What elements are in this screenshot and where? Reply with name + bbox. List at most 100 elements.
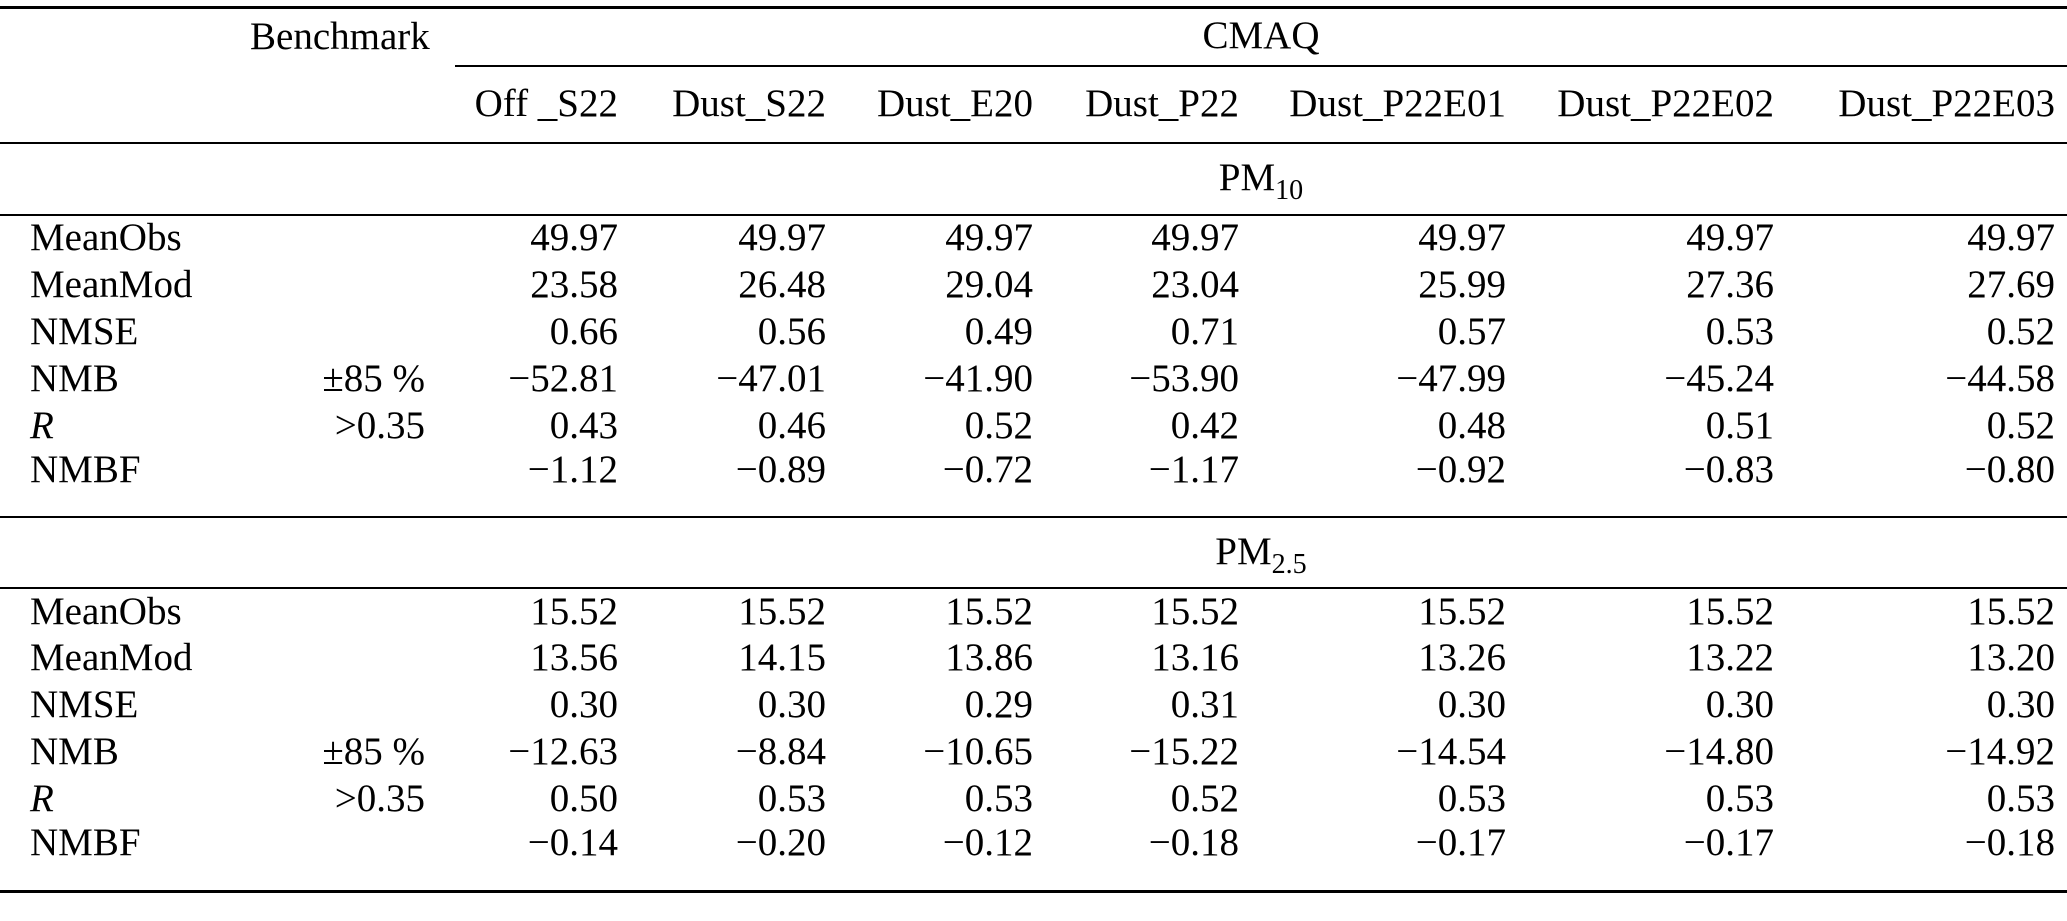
metric-label: NMSE — [30, 309, 139, 353]
benchmark-column-header: Benchmark — [250, 14, 430, 58]
metric-value: 0.42 — [1170, 403, 1239, 447]
metric-value: 0.43 — [549, 403, 618, 447]
benchmark-value: ±85 % — [322, 356, 425, 400]
metric-value: 0.53 — [1437, 777, 1506, 821]
metric-value: −1.12 — [527, 447, 618, 491]
metric-label: R — [30, 403, 54, 447]
metric-value: 49.97 — [738, 216, 826, 260]
metric-row: NMB ±85 % −12.63 −8.84 −10.65 −15.22 −14.54 −… — [0, 729, 2067, 776]
metric-row: NMSE 0.30 0.30 0.29 0.31 0.30 0.30 0.30 — [0, 682, 2067, 729]
metric-value: 0.29 — [964, 683, 1033, 727]
pollutant-section-cell: PM10 — [455, 142, 2067, 216]
metric-value: 49.97 — [530, 216, 618, 260]
metric-value: −0.80 — [1964, 447, 2055, 491]
metric-label: MeanObs — [30, 216, 182, 260]
pollutant-section-spacer — [0, 142, 455, 216]
metric-value: −8.84 — [735, 730, 826, 774]
metric-value: 13.86 — [945, 636, 1033, 680]
metric-column-spacer — [0, 8, 250, 66]
metric-value: −0.83 — [1683, 447, 1774, 491]
metric-value: 0.66 — [549, 309, 618, 353]
metric-value: 26.48 — [738, 262, 826, 306]
metric-row: R >0.35 0.50 0.53 0.53 0.52 0.53 0.53 0.53 — [0, 776, 2067, 823]
metric-value: 49.97 — [1967, 216, 2055, 260]
metric-value: 15.52 — [530, 589, 618, 633]
metric-value: 13.56 — [530, 636, 618, 680]
benchmark-value: >0.35 — [334, 403, 425, 447]
metric-row: NMSE 0.66 0.56 0.49 0.71 0.57 0.53 0.52 — [0, 309, 2067, 356]
metric-value: −52.81 — [508, 356, 618, 400]
benchmark-value: >0.35 — [334, 777, 425, 821]
metric-row: NMBF −0.14 −0.20 −0.12 −0.18 −0.17 −0.17 −0.18 — [0, 821, 2067, 891]
metric-value: 0.46 — [757, 403, 826, 447]
pollutant-title: PM2.5 — [1215, 530, 1307, 581]
metric-label: NMSE — [30, 683, 139, 727]
metric-value: −1.17 — [1148, 447, 1239, 491]
pollutant-title: PM10 — [1218, 156, 1304, 206]
metric-row: MeanObs 15.52 15.52 15.52 15.52 15.52 15.52 15… — [0, 588, 2067, 635]
metric-value: −0.18 — [1148, 821, 1239, 865]
metric-value: −0.12 — [942, 821, 1033, 865]
benchmark-value — [250, 823, 455, 891]
metric-value: −0.72 — [942, 447, 1033, 491]
scenario-column-header: Dust_P22E02 — [1518, 65, 1786, 144]
pollutant-section-cell: PM2.5 — [455, 516, 2067, 590]
metric-value: 0.49 — [964, 309, 1033, 353]
metric-value: 15.52 — [1967, 589, 2055, 633]
metric-label: NMBF — [30, 821, 141, 865]
metric-value: −0.92 — [1415, 447, 1506, 491]
metric-value: 0.30 — [1705, 683, 1774, 727]
cmaq-group-header: CMAQ — [455, 7, 2067, 67]
metric-value: 0.50 — [549, 777, 618, 821]
scenario-column-header: Dust_P22E03 — [1786, 65, 2067, 144]
metric-value: 49.97 — [1151, 216, 1239, 260]
metric-value: 49.97 — [945, 216, 1033, 260]
metric-label: MeanMod — [30, 262, 193, 306]
benchmark-value — [250, 682, 455, 729]
metric-value: 15.52 — [738, 589, 826, 633]
metric-value: 0.30 — [549, 683, 618, 727]
scenario-column-header: Dust_P22 — [1045, 65, 1251, 144]
benchmark-value — [250, 215, 455, 262]
metric-label: NMBF — [30, 447, 141, 491]
metric-value: 0.53 — [964, 777, 1033, 821]
metric-value: 0.53 — [757, 777, 826, 821]
metric-value: −0.17 — [1415, 821, 1506, 865]
metric-row: NMBF −1.12 −0.89 −0.72 −1.17 −0.92 −0.83 −0.80 — [0, 447, 2067, 518]
metric-value: 0.48 — [1437, 403, 1506, 447]
metric-value: 0.30 — [1437, 683, 1506, 727]
metric-value: 49.97 — [1686, 216, 1774, 260]
benchmark-value — [250, 588, 455, 635]
metric-value: −15.22 — [1129, 730, 1239, 774]
metric-value: −14.92 — [1945, 730, 2055, 774]
scenario-header-row: Off _S22 Dust_S22 Dust_E20 Dust_P22 Dust_P22… — [0, 65, 2067, 144]
metric-value: −14.80 — [1664, 730, 1774, 774]
group-header-row: Benchmark CMAQ — [0, 7, 2067, 67]
metric-value: 13.22 — [1686, 636, 1774, 680]
benchmark-value — [250, 450, 455, 518]
metric-value: 0.31 — [1170, 683, 1239, 727]
benchmark-value — [250, 309, 455, 356]
metric-value: −47.01 — [716, 356, 826, 400]
metric-value: −0.17 — [1683, 821, 1774, 865]
metric-value: 15.52 — [1686, 589, 1774, 633]
metric-label: NMB — [30, 730, 119, 774]
scenario-column-header: Dust_S22 — [630, 65, 838, 144]
metric-value: 0.30 — [757, 683, 826, 727]
pollutant-section-row: PM10 — [0, 142, 2067, 216]
metric-value: 0.53 — [1705, 777, 1774, 821]
metric-value: −45.24 — [1664, 356, 1774, 400]
pollutant-section-spacer — [0, 516, 455, 590]
benchmark-value — [250, 635, 455, 682]
metric-value: −0.14 — [527, 821, 618, 865]
metric-value: −41.90 — [923, 356, 1033, 400]
metric-value: 0.57 — [1437, 309, 1506, 353]
metric-label: MeanMod — [30, 636, 193, 680]
metric-value: 13.20 — [1967, 636, 2055, 680]
metric-value: 13.16 — [1151, 636, 1239, 680]
metric-label: MeanObs — [30, 589, 182, 633]
metric-column-spacer — [0, 65, 250, 144]
metric-value: 27.36 — [1686, 262, 1774, 306]
metric-value: 0.52 — [1170, 777, 1239, 821]
